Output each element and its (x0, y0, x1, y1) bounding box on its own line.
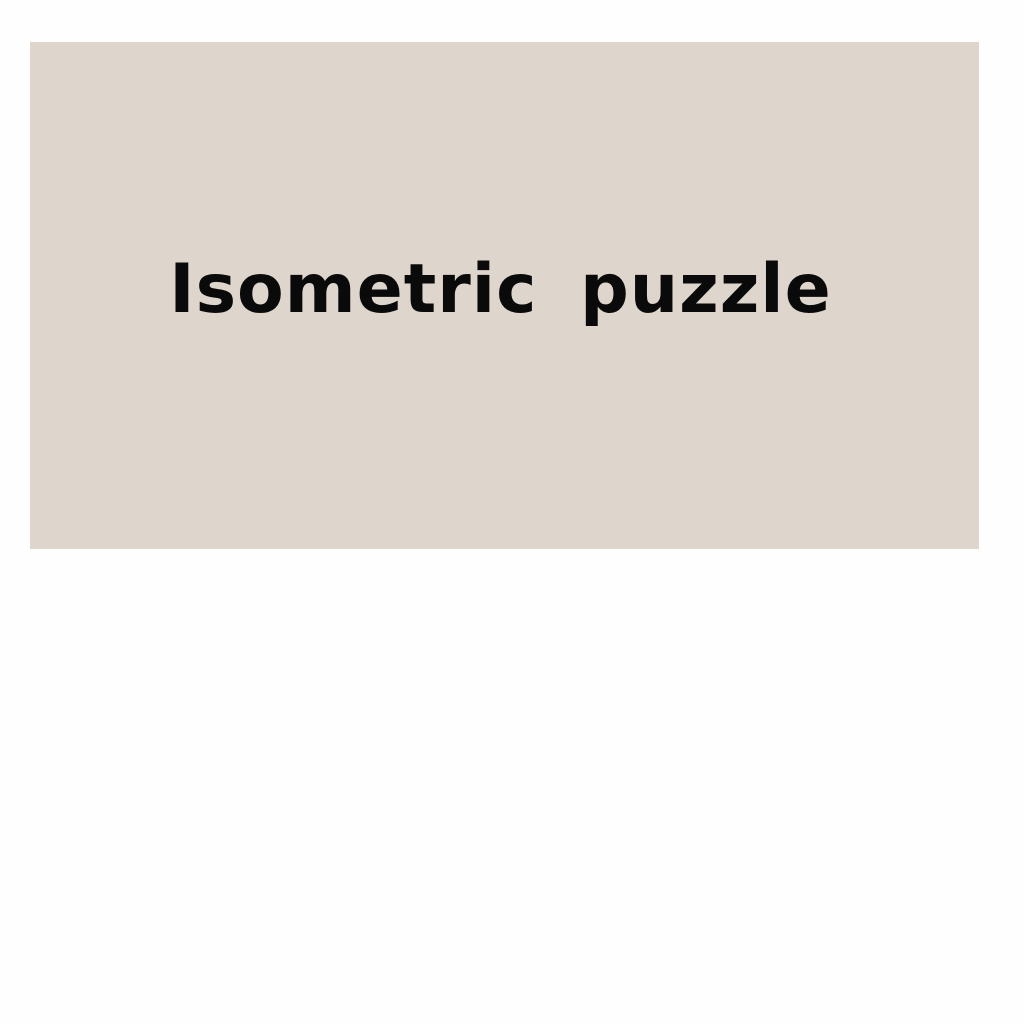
game-title: Isometric puzzle (169, 250, 832, 329)
title-banner: Isometric puzzle (30, 42, 979, 549)
